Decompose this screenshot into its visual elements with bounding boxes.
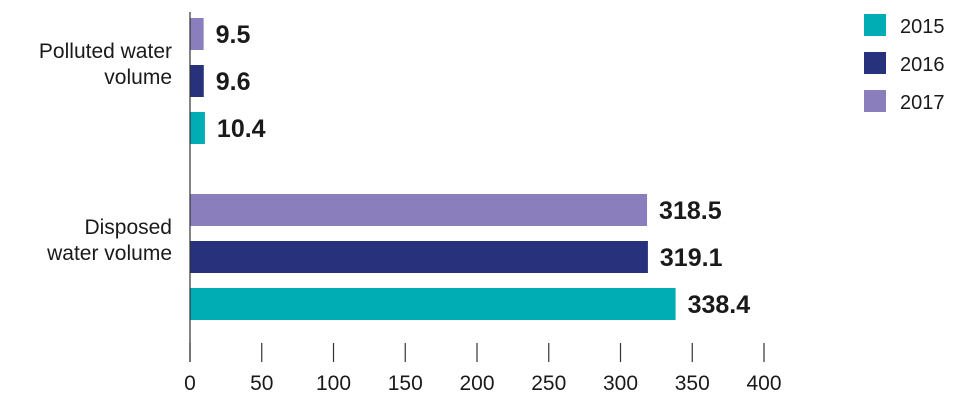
- bar-2017: [190, 194, 648, 226]
- bar-2017: [190, 18, 204, 50]
- category-label: Disposed water volume: [46, 216, 172, 265]
- data-label: 9.6: [216, 68, 251, 96]
- bar-2015: [190, 288, 676, 320]
- data-label: 338.4: [688, 291, 751, 319]
- tick-label: 250: [531, 372, 566, 395]
- legend-label: 2015: [900, 16, 945, 38]
- tick-label: 0: [184, 372, 196, 395]
- legend: 2015 2016 2017: [864, 14, 945, 114]
- tick-label: 100: [316, 372, 351, 395]
- legend-label: 2017: [900, 92, 945, 114]
- bars: [190, 18, 676, 320]
- category-labels: Polluted water volume Disposed water volume: [39, 40, 172, 265]
- data-label: 319.1: [660, 244, 723, 272]
- legend-swatch: [864, 14, 886, 36]
- category-label: Polluted water volume: [39, 40, 172, 89]
- legend-swatch: [864, 90, 886, 112]
- bar-2016: [190, 241, 648, 273]
- tick-label: 300: [603, 372, 638, 395]
- bar-2016: [190, 65, 204, 97]
- data-label: 10.4: [217, 115, 266, 143]
- tick-label: 350: [675, 372, 710, 395]
- tick-label: 200: [459, 372, 494, 395]
- value-labels: 9.5 318.5 9.6 319.1 10.4 338.4: [216, 21, 751, 319]
- tick-label: 50: [250, 372, 273, 395]
- bar-2015: [190, 112, 205, 144]
- tick-label: 150: [388, 372, 423, 395]
- legend-label: 2016: [900, 54, 945, 76]
- tick-label: 400: [746, 372, 781, 395]
- legend-swatch: [864, 52, 886, 74]
- data-label: 9.5: [216, 21, 251, 49]
- data-label: 318.5: [659, 197, 722, 225]
- x-axis: 0 50 100 150 200 250 300 350 400: [184, 12, 782, 395]
